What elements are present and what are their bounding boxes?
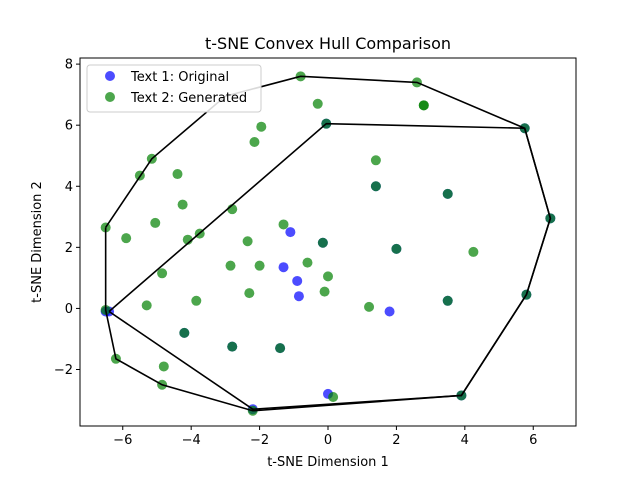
point-generated-8 — [158, 361, 169, 372]
point-original-13 — [384, 306, 395, 317]
point-generated-26 — [312, 98, 323, 109]
point-generated-40 — [317, 237, 328, 248]
point-generated-38 — [275, 343, 286, 354]
x-axis-label: t-SNE Dimension 1 — [267, 455, 389, 470]
legend-label-generated: Text 2: Generated — [130, 91, 247, 106]
point-generated-32 — [364, 301, 375, 312]
plot-area — [100, 71, 556, 416]
plot-frame — [79, 57, 577, 427]
legend-label-original: Text 1: Original — [130, 70, 229, 85]
y-tick-label: 0 — [65, 302, 73, 317]
hull-original — [108, 122, 552, 411]
point-generated-42 — [391, 243, 402, 254]
x-tick-label: 4 — [461, 433, 469, 448]
point-generated-22 — [254, 260, 265, 271]
axes: −6 −4 −2 0 2 4 6 −2 0 2 4 6 8 — [54, 58, 538, 448]
point-generated-27 — [323, 271, 333, 282]
y-tick-label: 2 — [65, 241, 73, 256]
point-generated-34 — [418, 100, 429, 111]
y-tick-label: 4 — [65, 180, 73, 195]
point-generated-17 — [225, 260, 236, 271]
point-generated-37 — [227, 341, 238, 352]
legend-marker-original — [105, 71, 115, 81]
point-generated-20 — [249, 136, 260, 147]
y-tick-label: −2 — [54, 363, 73, 378]
point-generated-24 — [302, 257, 313, 268]
point-generated-46 — [468, 246, 479, 257]
legend-marker-generated — [105, 92, 115, 102]
x-tick-label: 6 — [529, 433, 537, 448]
point-generated-3 — [121, 233, 132, 244]
y-tick-label: 8 — [65, 58, 73, 73]
x-tick-label: −6 — [113, 433, 132, 448]
x-tick-label: 0 — [324, 433, 332, 448]
legend: Text 1: Original Text 2: Generated — [86, 64, 262, 113]
point-generated-28 — [319, 286, 330, 297]
y-axis-label: t-SNE Dimension 2 — [30, 181, 45, 303]
point-generated-43 — [442, 188, 453, 199]
point-generated-7 — [157, 268, 168, 279]
point-generated-44 — [442, 295, 453, 306]
point-original-8 — [292, 275, 303, 286]
point-generated-12 — [177, 199, 188, 210]
point-generated-11 — [172, 169, 183, 180]
legend-box — [86, 64, 262, 113]
point-generated-14 — [191, 295, 202, 306]
x-tick-label: −2 — [250, 433, 269, 448]
point-original-6 — [285, 227, 296, 238]
point-generated-41 — [370, 181, 381, 192]
chart-title: t-SNE Convex Hull Comparison — [205, 34, 451, 53]
x-tick-label: −4 — [182, 433, 201, 448]
point-generated-6 — [150, 217, 161, 228]
point-generated-23 — [278, 219, 289, 230]
point-original-7 — [278, 262, 289, 273]
x-tick-label: 2 — [392, 433, 400, 448]
point-generated-10 — [141, 300, 152, 311]
point-original-9 — [293, 291, 304, 302]
point-generated-31 — [370, 155, 381, 166]
point-generated-39 — [179, 327, 190, 338]
point-generated-21 — [256, 121, 267, 132]
point-generated-18 — [242, 236, 253, 247]
y-tick-label: 6 — [65, 119, 73, 134]
point-generated-29 — [328, 391, 339, 402]
point-generated-19 — [244, 288, 255, 299]
